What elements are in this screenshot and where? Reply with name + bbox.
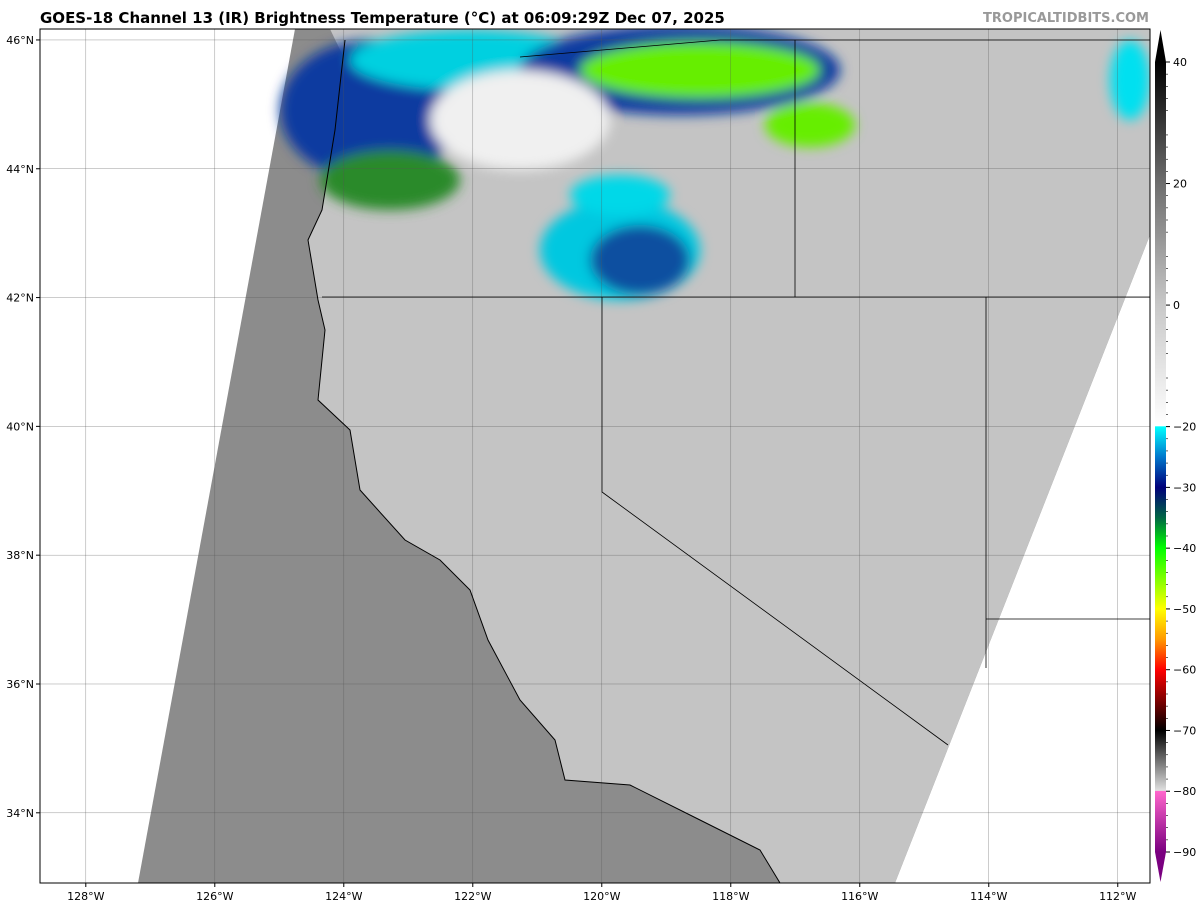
lon-tick-label: 124°W <box>325 890 362 903</box>
colorbar-tick-label: −90 <box>1173 846 1196 859</box>
colorbar-extend-max <box>1155 30 1166 62</box>
lon-tick-label: 126°W <box>196 890 233 903</box>
colorbar-tick-label: −50 <box>1173 603 1196 616</box>
cloud-field <box>280 29 1150 300</box>
lon-tick-label: 112°W <box>1099 890 1136 903</box>
lon-tick-label: 122°W <box>454 890 491 903</box>
graticule <box>40 29 1150 883</box>
lon-tick-label: 118°W <box>712 890 749 903</box>
map-axes: 128°W 126°W 124°W 122°W 120°W 118°W 116°W 114°W… <box>6 34 1136 903</box>
map-frame <box>39 28 1151 884</box>
colorbar-tick-label: −30 <box>1173 481 1196 494</box>
colorbar-tick-label: −60 <box>1173 664 1196 677</box>
land-area <box>308 29 1150 883</box>
lon-tick-label: 114°W <box>970 890 1007 903</box>
lon-tick-label: 116°W <box>841 890 878 903</box>
lat-tick-label: 42°N <box>6 292 34 305</box>
lon-tick-label: 128°W <box>67 890 104 903</box>
lat-tick-label: 40°N <box>6 420 34 433</box>
colorbar-gradient <box>1155 62 1166 852</box>
lat-tick-label: 36°N <box>6 678 34 691</box>
colorbar-tick-label: −20 <box>1173 421 1196 434</box>
credit-watermark: TROPICALTIDBITS.COM <box>983 11 1149 26</box>
state-borders <box>322 39 1150 746</box>
colorbar-tick-label: 20 <box>1173 178 1187 191</box>
colorbar-tick-label: −70 <box>1173 724 1196 737</box>
lat-tick-label: 38°N <box>6 549 34 562</box>
colorbar-tick-label: 0 <box>1173 299 1180 312</box>
colorbar-extend-min <box>1155 852 1166 882</box>
map-area <box>40 29 1150 883</box>
colorbar-tick-label: −80 <box>1173 785 1196 798</box>
colorbar: 40 20 0 −20 −30 −40 −50 −60 −70 −80 −90 <box>1155 30 1196 882</box>
colorbar-tick-label: 40 <box>1173 56 1187 69</box>
colorbar-tick-label: −40 <box>1173 542 1196 555</box>
lon-tick-label: 120°W <box>583 890 620 903</box>
coastline <box>307 39 781 883</box>
lat-tick-label: 44°N <box>6 163 34 176</box>
lat-tick-label: 46°N <box>6 34 34 47</box>
lat-tick-label: 34°N <box>6 807 34 820</box>
figure-title: GOES-18 Channel 13 (IR) Brightness Tempe… <box>40 9 725 27</box>
